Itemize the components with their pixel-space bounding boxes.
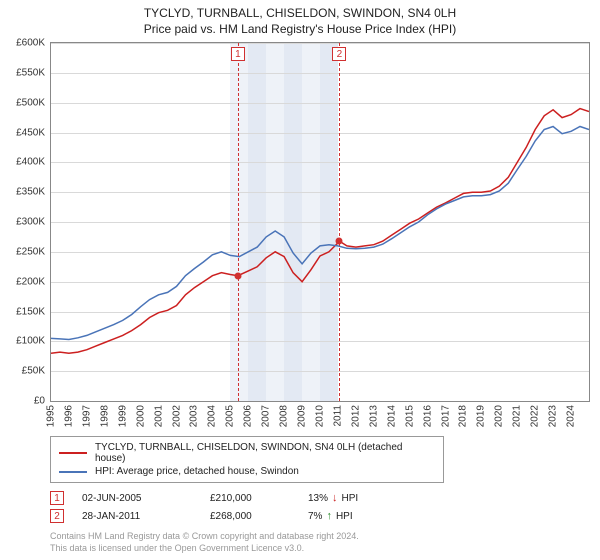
y-axis-tick-label: £400K xyxy=(5,157,45,168)
plot-area: £0£50K£100K£150K£200K£250K£300K£350K£400… xyxy=(50,42,590,402)
y-axis-tick-label: £0 xyxy=(5,396,45,407)
x-axis-tick-label: 2022 xyxy=(530,405,541,427)
x-axis-tick-label: 2001 xyxy=(153,405,164,427)
y-axis-tick-label: £50K xyxy=(5,366,45,377)
x-axis-tick-label: 2004 xyxy=(207,405,218,427)
x-axis-tick-label: 2017 xyxy=(440,405,451,427)
x-axis-tick-label: 2021 xyxy=(512,405,523,427)
chart-titles: TYCLYD, TURNBALL, CHISELDON, SWINDON, SN… xyxy=(8,6,592,36)
credit-line: Contains HM Land Registry data © Crown c… xyxy=(50,531,592,543)
y-axis-tick-label: £600K xyxy=(5,38,45,49)
x-axis-tick-label: 2005 xyxy=(225,405,236,427)
legend-label: TYCLYD, TURNBALL, CHISELDON, SWINDON, SN… xyxy=(95,442,435,464)
event-badge: 2 xyxy=(50,509,64,523)
event-row: 2 28-JAN-2011 £268,000 7% ↑ HPI xyxy=(50,507,592,525)
x-axis-tick-label: 2010 xyxy=(315,405,326,427)
event-marker-line xyxy=(238,43,239,401)
event-delta: 13% ↓ HPI xyxy=(308,493,358,504)
y-axis-tick-label: £550K xyxy=(5,67,45,78)
x-axis-tick-label: 2015 xyxy=(404,405,415,427)
x-axis-tick-label: 1998 xyxy=(99,405,110,427)
y-axis-tick-label: £350K xyxy=(5,187,45,198)
x-axis-tick-label: 2018 xyxy=(458,405,469,427)
chart-title: TYCLYD, TURNBALL, CHISELDON, SWINDON, SN… xyxy=(8,6,592,20)
y-axis-tick-label: £300K xyxy=(5,217,45,228)
legend-swatch xyxy=(59,452,87,454)
event-marker-badge: 2 xyxy=(332,47,346,61)
chart-container: TYCLYD, TURNBALL, CHISELDON, SWINDON, SN… xyxy=(0,0,600,560)
y-axis-tick-label: £150K xyxy=(5,306,45,317)
y-axis-tick-label: £250K xyxy=(5,246,45,257)
x-axis-tick-label: 2003 xyxy=(189,405,200,427)
x-axis-tick-label: 2019 xyxy=(476,405,487,427)
x-axis-tick-label: 2013 xyxy=(368,405,379,427)
legend-row: TYCLYD, TURNBALL, CHISELDON, SWINDON, SN… xyxy=(59,441,435,465)
event-badge: 1 xyxy=(50,491,64,505)
event-delta-pct: 7% xyxy=(308,511,322,522)
x-axis-tick-label: 1996 xyxy=(63,405,74,427)
chart-subtitle: Price paid vs. HM Land Registry's House … xyxy=(8,22,592,36)
x-axis-tick-label: 2007 xyxy=(261,405,272,427)
event-marker-badge: 1 xyxy=(231,47,245,61)
legend-label: HPI: Average price, detached house, Swin… xyxy=(95,466,299,477)
series-line xyxy=(51,127,589,340)
x-axis-tick-label: 2008 xyxy=(279,405,290,427)
legend: TYCLYD, TURNBALL, CHISELDON, SWINDON, SN… xyxy=(50,436,444,483)
event-vs-label: HPI xyxy=(336,511,353,522)
x-axis-tick-label: 2009 xyxy=(297,405,308,427)
event-marker-dot xyxy=(336,238,343,245)
legend-swatch xyxy=(59,471,87,473)
event-delta: 7% ↑ HPI xyxy=(308,511,353,522)
x-axis-tick-label: 2011 xyxy=(332,405,343,427)
sale-events: 1 02-JUN-2005 £210,000 13% ↓ HPI 2 28-JAN-2011 £… xyxy=(50,489,592,525)
x-axis-tick-label: 2014 xyxy=(386,405,397,427)
series-line xyxy=(51,109,589,354)
event-row: 1 02-JUN-2005 £210,000 13% ↓ HPI xyxy=(50,489,592,507)
x-axis-tick-label: 2023 xyxy=(548,405,559,427)
event-date: 02-JUN-2005 xyxy=(82,493,192,504)
x-axis-tick-label: 2016 xyxy=(422,405,433,427)
series-svg xyxy=(51,43,589,401)
data-credit: Contains HM Land Registry data © Crown c… xyxy=(50,531,592,554)
x-axis-tick-label: 2000 xyxy=(135,405,146,427)
x-axis-tick-label: 2020 xyxy=(494,405,505,427)
x-axis-tick-label: 1995 xyxy=(46,405,57,427)
x-axis-tick-label: 2002 xyxy=(171,405,182,427)
arrow-down-icon: ↓ xyxy=(332,493,338,504)
y-axis-tick-label: £450K xyxy=(5,127,45,138)
x-axis-tick-label: 1997 xyxy=(81,405,92,427)
x-axis-tick-label: 2024 xyxy=(566,405,577,427)
event-price: £210,000 xyxy=(210,493,290,504)
event-marker-line xyxy=(339,43,340,401)
legend-row: HPI: Average price, detached house, Swin… xyxy=(59,465,435,478)
event-delta-pct: 13% xyxy=(308,493,328,504)
x-axis-tick-label: 2012 xyxy=(350,405,361,427)
credit-line: This data is licensed under the Open Gov… xyxy=(50,543,592,555)
y-axis-tick-label: £100K xyxy=(5,336,45,347)
y-axis-tick-label: £500K xyxy=(5,97,45,108)
x-axis-tick-label: 1999 xyxy=(117,405,128,427)
arrow-up-icon: ↑ xyxy=(326,511,332,522)
event-marker-dot xyxy=(234,272,241,279)
x-axis-tick-label: 2006 xyxy=(243,405,254,427)
event-vs-label: HPI xyxy=(342,493,359,504)
event-date: 28-JAN-2011 xyxy=(82,511,192,522)
event-price: £268,000 xyxy=(210,511,290,522)
y-axis-tick-label: £200K xyxy=(5,276,45,287)
